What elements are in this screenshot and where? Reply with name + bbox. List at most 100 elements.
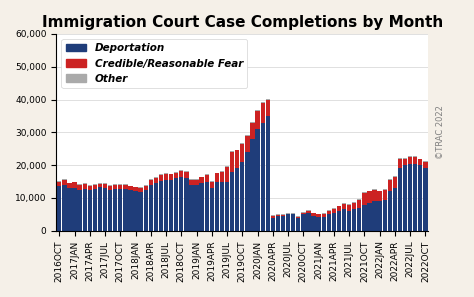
Bar (205, 174, 209, 175)
Bar (250, 123, 255, 139)
Bar (398, 158, 402, 159)
Bar (210, 181, 214, 188)
Bar (82, 184, 87, 189)
Bar (230, 151, 234, 152)
Bar (291, 213, 295, 214)
Bar (113, 185, 118, 189)
Bar (179, 171, 183, 177)
Bar (413, 157, 418, 164)
Bar (271, 216, 275, 218)
Bar (296, 216, 301, 217)
Bar (403, 165, 407, 231)
Bar (98, 183, 102, 184)
Bar (88, 185, 92, 186)
Bar (327, 214, 331, 231)
Bar (184, 171, 189, 172)
Bar (82, 183, 87, 184)
Bar (271, 215, 275, 216)
Bar (225, 167, 229, 181)
Bar (373, 201, 377, 231)
Bar (383, 190, 387, 200)
Bar (98, 184, 102, 187)
Bar (73, 188, 77, 231)
Bar (189, 179, 194, 180)
Bar (77, 185, 82, 190)
Bar (215, 173, 219, 181)
Bar (113, 184, 118, 185)
Bar (423, 162, 428, 168)
Bar (113, 189, 118, 231)
Bar (357, 199, 362, 200)
Bar (73, 181, 77, 182)
Bar (225, 181, 229, 231)
Bar (281, 216, 285, 231)
Bar (169, 180, 173, 231)
Bar (398, 159, 402, 168)
Bar (393, 188, 397, 231)
Bar (154, 177, 158, 178)
Bar (373, 189, 377, 190)
Bar (194, 185, 199, 231)
Bar (62, 185, 66, 231)
Bar (82, 189, 87, 231)
Bar (276, 215, 280, 216)
Bar (423, 161, 428, 162)
Bar (235, 150, 239, 168)
Bar (418, 159, 422, 165)
Bar (291, 214, 295, 231)
Bar (388, 179, 392, 180)
Bar (276, 216, 280, 231)
Bar (276, 214, 280, 215)
Bar (200, 183, 204, 231)
Bar (240, 143, 245, 144)
Text: ©TRAC 2022: ©TRAC 2022 (436, 105, 445, 159)
Bar (210, 188, 214, 231)
Bar (398, 168, 402, 231)
Bar (179, 170, 183, 171)
Bar (352, 209, 356, 231)
Bar (235, 168, 239, 231)
Bar (408, 164, 412, 231)
Bar (220, 172, 224, 181)
Bar (194, 180, 199, 185)
Bar (159, 175, 163, 181)
Bar (383, 189, 387, 190)
Bar (332, 209, 336, 213)
Bar (388, 180, 392, 191)
Bar (271, 218, 275, 231)
Bar (306, 210, 310, 211)
Bar (230, 152, 234, 172)
Bar (73, 182, 77, 188)
Bar (128, 186, 133, 187)
Bar (413, 156, 418, 157)
Bar (108, 186, 112, 190)
Bar (393, 176, 397, 177)
Bar (347, 204, 351, 205)
Bar (164, 173, 168, 174)
Bar (403, 159, 407, 165)
Bar (240, 144, 245, 162)
Bar (408, 157, 412, 164)
Bar (342, 203, 346, 209)
Bar (377, 191, 382, 201)
Bar (67, 188, 72, 231)
Bar (321, 214, 326, 217)
Bar (332, 213, 336, 231)
Bar (174, 173, 178, 178)
Bar (133, 191, 138, 231)
Bar (367, 203, 372, 231)
Bar (281, 214, 285, 215)
Bar (57, 181, 62, 187)
Bar (301, 214, 306, 231)
Bar (88, 190, 92, 231)
Bar (149, 180, 153, 185)
Bar (306, 211, 310, 213)
Bar (245, 136, 250, 152)
Bar (367, 191, 372, 203)
Bar (383, 200, 387, 231)
Bar (265, 116, 270, 231)
Bar (215, 181, 219, 231)
Bar (413, 164, 418, 231)
Bar (144, 190, 148, 231)
Bar (149, 185, 153, 231)
